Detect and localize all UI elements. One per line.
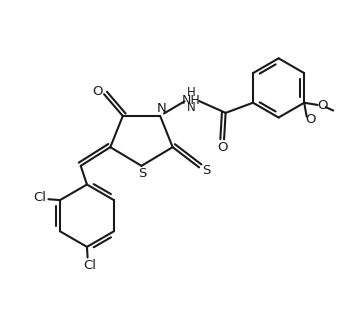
Text: N: N [157, 102, 167, 115]
Text: Cl: Cl [33, 191, 46, 204]
Text: NH: NH [182, 94, 201, 107]
Text: O: O [317, 99, 328, 112]
Text: S: S [202, 164, 210, 177]
Text: O: O [92, 85, 103, 98]
Text: H
N: H N [187, 86, 196, 115]
Text: Cl: Cl [83, 259, 96, 272]
Text: O: O [217, 141, 228, 154]
Text: S: S [138, 167, 147, 180]
Text: O: O [305, 113, 316, 126]
